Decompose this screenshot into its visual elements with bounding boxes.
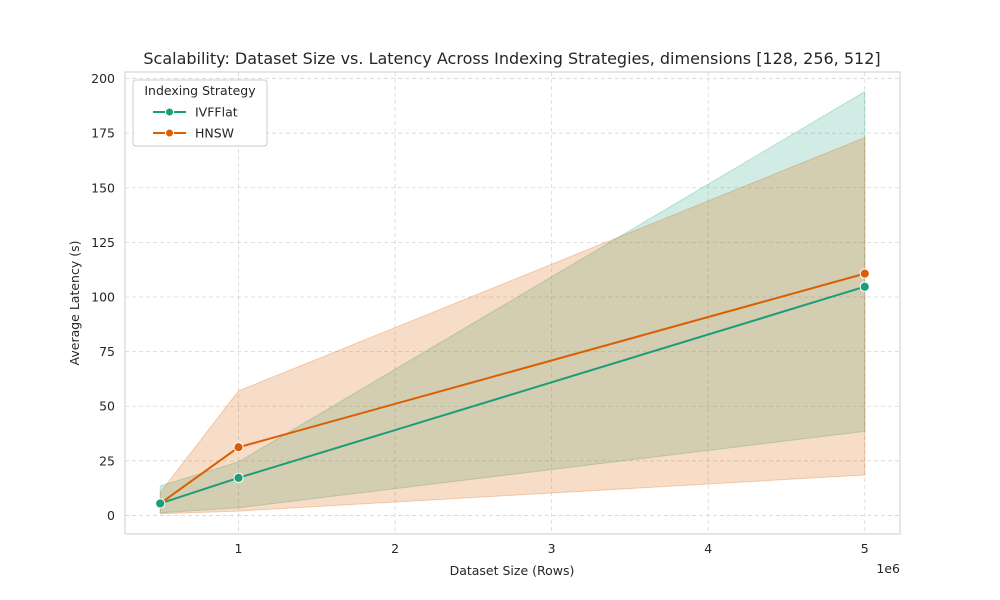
plot-frame [124,71,901,535]
x-tick-label: 3 [548,541,556,556]
legend-box [132,79,268,147]
legend-label-hnsw: HNSW [195,126,234,141]
legend-label-ivfflat: IVFFlat [195,105,238,120]
x-tick-label: 5 [861,541,869,556]
y-tick-label: 0 [107,508,115,523]
y-axis-ticks: 0 25 50 75 100 125 150 175 200 [91,71,115,523]
y-tick-label: 25 [99,453,115,468]
y-tick-label: 125 [91,235,115,250]
x-axis-offset-label: 1e6 [876,561,900,576]
x-axis-label: Dataset Size (Rows) [450,563,575,578]
series-points [155,268,870,509]
y-tick-label: 150 [91,180,115,195]
y-tick-label: 100 [91,289,115,304]
x-tick-label: 1 [235,541,243,556]
y-tick-label: 175 [91,126,115,141]
chart-title: Scalability: Dataset Size vs. Latency Ac… [143,49,880,68]
legend-title: Indexing Strategy [144,83,256,98]
hnsw-point [859,268,870,279]
ivfflat-point [859,281,870,292]
hnsw-confidence-band [159,136,866,515]
x-tick-label: 2 [391,541,399,556]
legend-marker-hnsw [165,128,174,138]
ivfflat-point [233,472,244,483]
x-axis-ticks: 1 2 3 4 5 [235,541,869,556]
y-axis-label: Average Latency (s) [67,241,82,366]
hnsw-point [233,442,244,453]
y-tick-label: 200 [91,71,115,86]
y-tick-label: 50 [99,399,115,414]
legend-marker-ivfflat [165,107,174,117]
ivfflat-confidence-band [159,90,866,514]
x-tick-label: 4 [704,541,712,556]
grid [125,72,900,534]
ivfflat-point [155,498,166,509]
legend: Indexing Strategy IVFFlat HNSW [132,79,268,147]
y-tick-label: 75 [99,344,115,359]
